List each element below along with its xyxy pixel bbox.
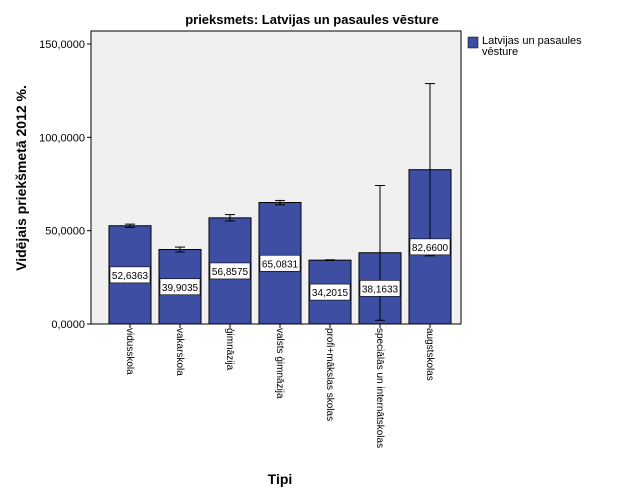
value-label-box — [309, 283, 351, 301]
legend: Latvijas un pasaules vēsture — [467, 35, 585, 58]
value-label-box — [159, 278, 201, 296]
value-label-box — [409, 238, 451, 256]
legend-swatch — [467, 36, 479, 49]
y-axis: 0,0000 50,0000 100,0000 150,0000 — [39, 39, 91, 331]
legend-label: Latvijas un pasaules vēsture — [482, 35, 585, 58]
x-tick-label: valsts ģimnāzija — [274, 328, 287, 399]
chart-title: prieksmets: Latvijas un pasaules vēsture — [185, 12, 439, 27]
value-label: 82,6600 — [412, 243, 449, 254]
value-label-box — [209, 262, 251, 280]
x-tick-label: profi+mākslas skolas — [324, 328, 335, 421]
value-label: 52,6363 — [112, 271, 149, 282]
x-tick-label: vidusskola — [124, 328, 135, 375]
y-tick-label: 50,0000 — [45, 226, 85, 238]
x-tick-label: ģimnāzija — [224, 328, 237, 371]
legend-label-line-1: Latvijas un pasaules — [482, 35, 582, 47]
x-tick-label: vakarskola — [174, 328, 185, 376]
value-label: 38,1633 — [362, 284, 399, 295]
x-tick-label: augstskolas — [424, 328, 435, 381]
y-tick-label: 150,0000 — [39, 39, 85, 51]
legend-label-line-2: vēsture — [482, 46, 518, 58]
value-label-box — [109, 266, 151, 284]
value-label-box — [259, 254, 301, 272]
x-axis-title: Tipi — [268, 471, 293, 487]
value-label: 39,9035 — [162, 283, 199, 294]
y-tick-label: 100,0000 — [39, 132, 85, 144]
y-axis-title: Vidējais priekšmetā 2012 %. — [13, 85, 29, 271]
value-label-box — [359, 280, 401, 297]
value-label: 56,8575 — [212, 267, 249, 278]
x-axis: vidusskola vakarskola ģimnāzija valsts ģimn… — [124, 324, 435, 448]
y-tick-label: 0,0000 — [51, 319, 85, 331]
value-label: 34,2015 — [312, 288, 349, 299]
x-tick-label: speciālās un internātskolas — [374, 328, 385, 448]
value-label: 65,0831 — [262, 259, 299, 270]
